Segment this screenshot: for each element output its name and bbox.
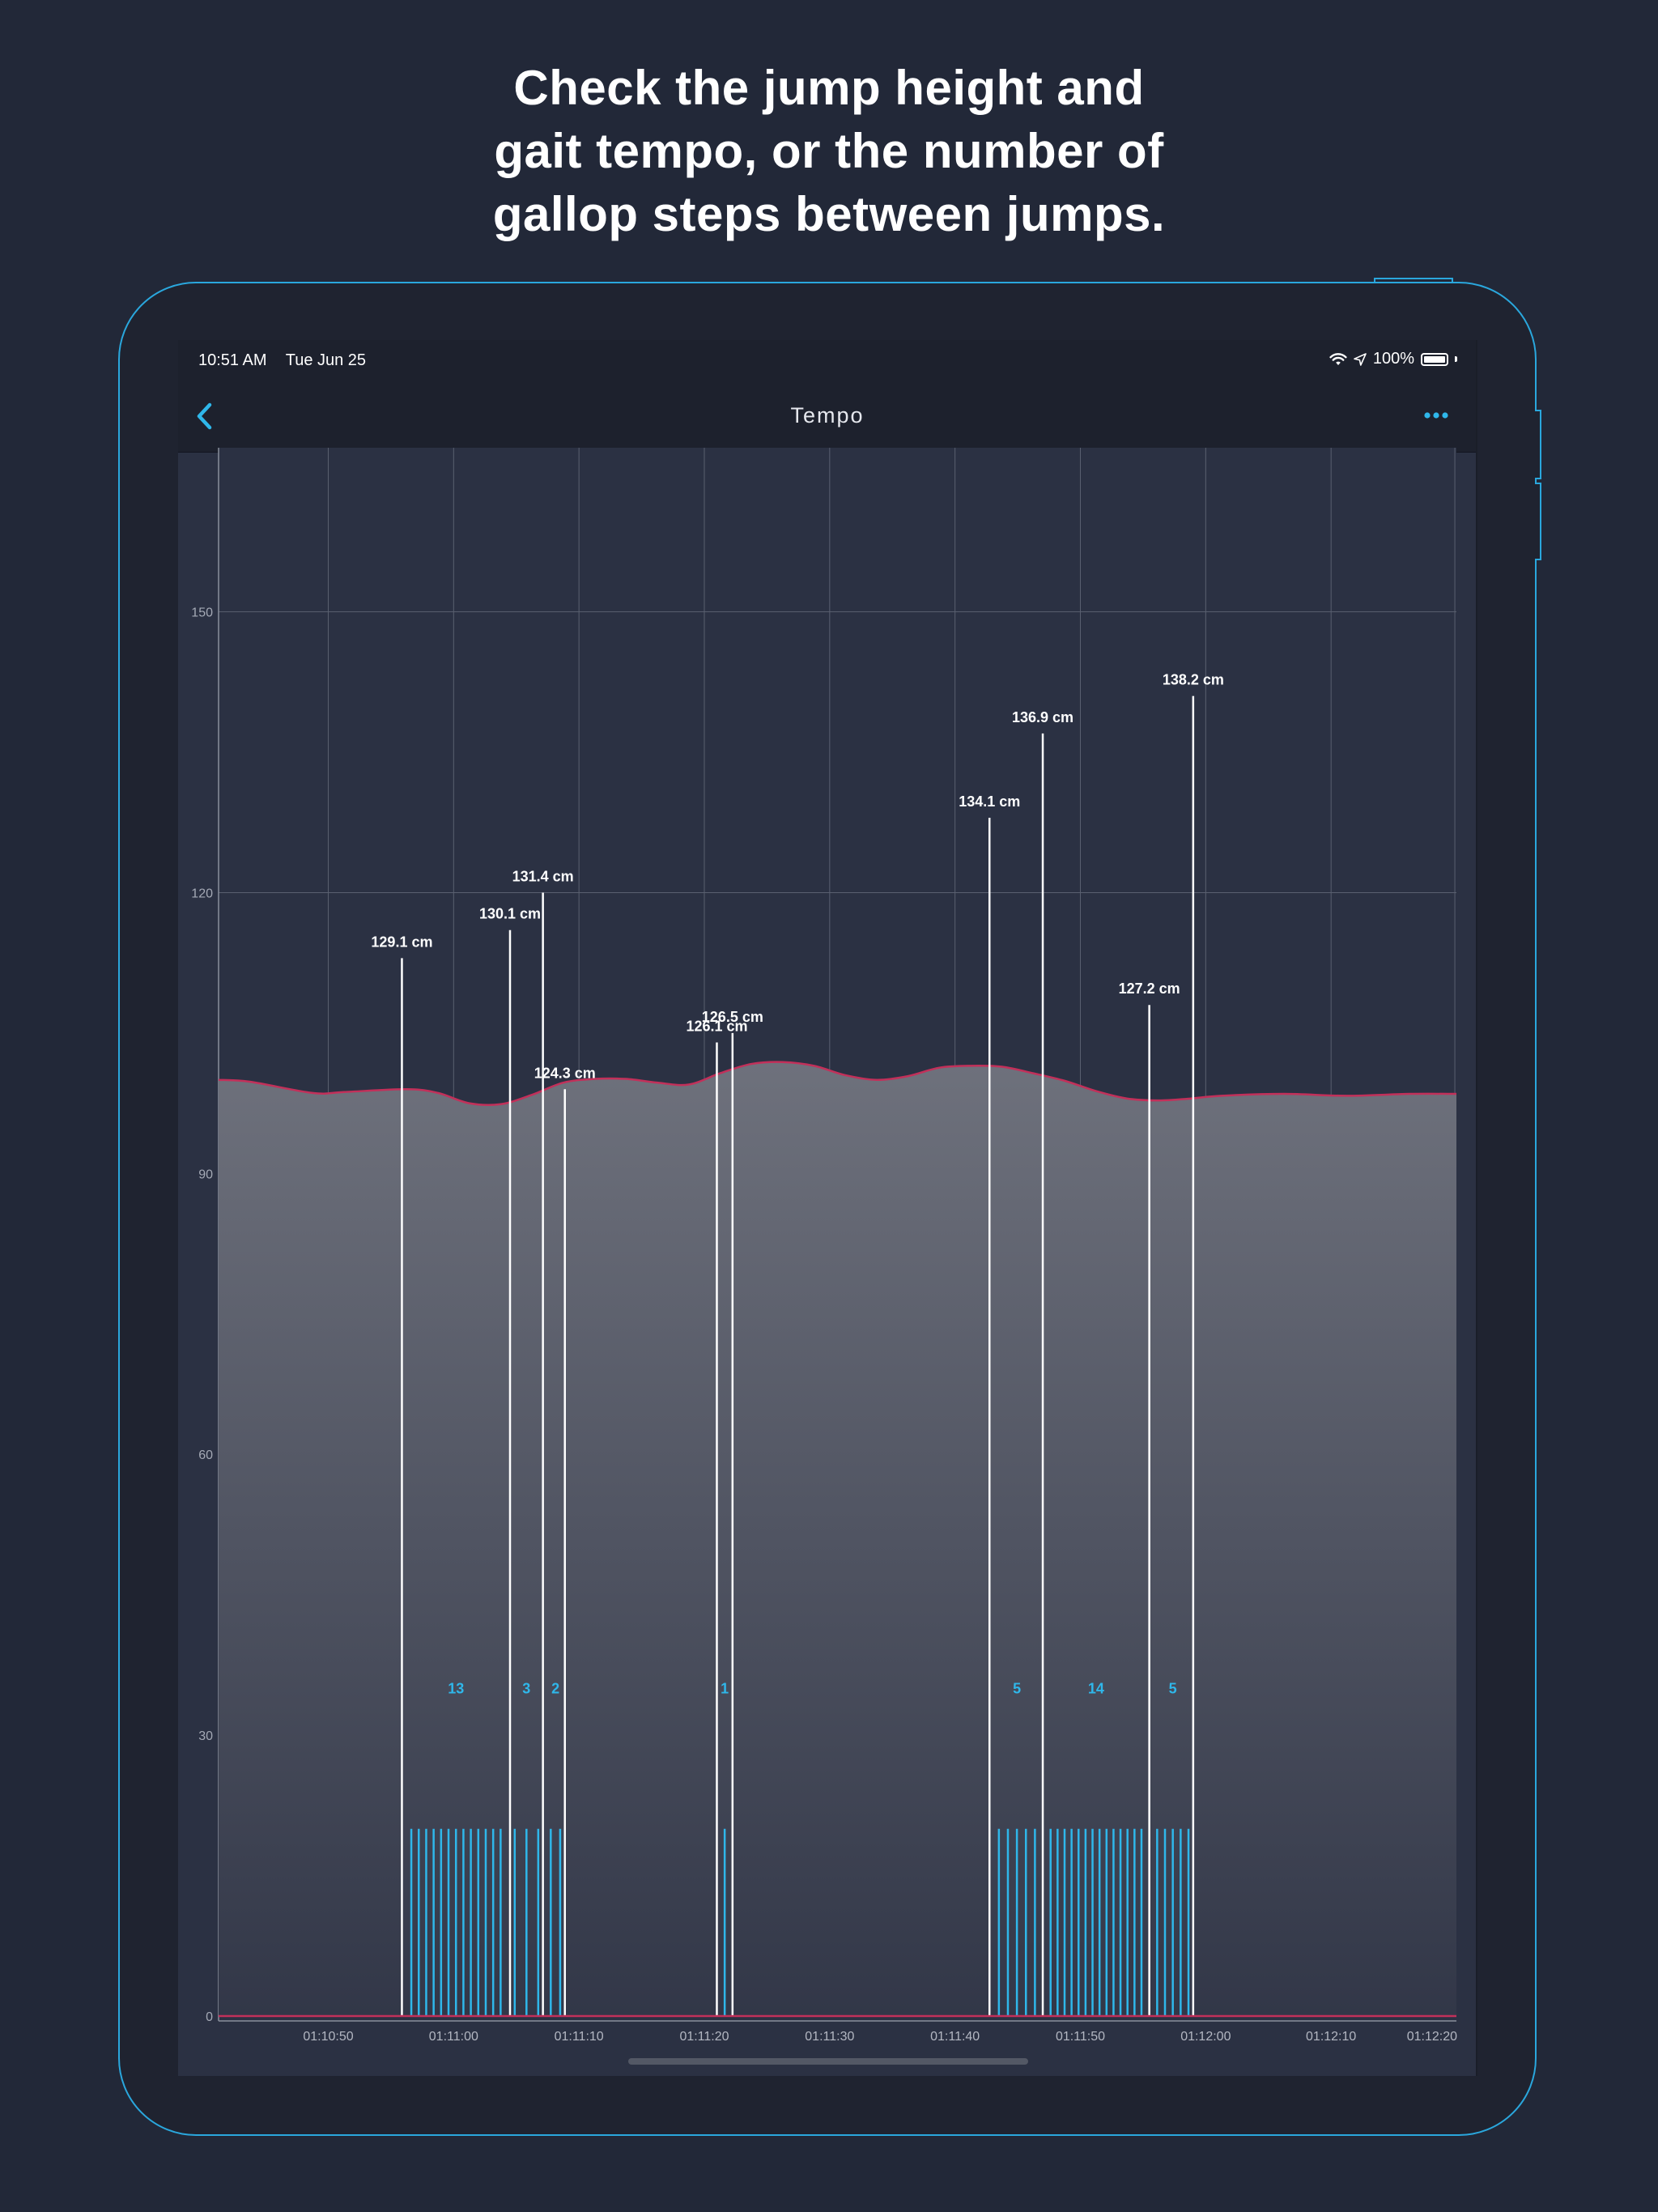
ellipsis-icon <box>1424 412 1448 419</box>
status-date: Tue Jun 25 <box>285 351 367 369</box>
jump-height-label: 136.9 cm <box>1012 709 1073 725</box>
step-count-label: 13 <box>448 1680 464 1696</box>
jump-height-label: 127.2 cm <box>1119 981 1180 997</box>
wifi-icon <box>1329 352 1347 365</box>
jump-height-label: 129.1 cm <box>371 934 432 950</box>
home-indicator <box>628 2058 1028 2065</box>
x-tick-label: 01:12:10 <box>1306 2030 1356 2044</box>
tempo-series-line <box>218 1061 1457 1107</box>
more-options-button[interactable] <box>1420 403 1452 428</box>
y-tick-label: 150 <box>191 606 213 620</box>
status-bar: 10:51 AM Tue Jun 25 100% <box>178 340 1477 381</box>
x-tick-label: 01:11:20 <box>679 2030 729 2044</box>
page-title: Tempo <box>790 403 865 428</box>
step-count-label: 2 <box>551 1680 559 1696</box>
y-tick-label: 120 <box>191 887 213 900</box>
step-count-label: 14 <box>1088 1680 1104 1696</box>
y-tick-label: 0 <box>206 2010 213 2024</box>
jump-height-label: 131.4 cm <box>512 868 574 884</box>
back-button[interactable] <box>188 398 223 434</box>
headline-line-1: Check the jump height and <box>513 61 1145 115</box>
tempo-area <box>219 1061 1456 2016</box>
y-tick-label: 60 <box>198 1448 213 1462</box>
jump-height-label: 126.1 cm <box>686 1018 747 1034</box>
device-side-button-1 <box>1535 410 1541 479</box>
x-tick-label: 01:11:30 <box>805 2030 854 2044</box>
chevron-left-icon <box>197 402 212 430</box>
y-tick-label: 90 <box>198 1168 213 1181</box>
x-tick-label: 01:11:40 <box>930 2030 980 2044</box>
jump-height-label: 124.3 cm <box>534 1065 596 1081</box>
device-top-edge <box>1374 278 1453 284</box>
tempo-chart[interactable]: 0 30 60 90 120 150 13 3 2 1 5 14 5 129.1 cm 130.1 cm 13… <box>178 340 1477 2076</box>
battery-icon <box>1421 352 1448 366</box>
step-count-label: 3 <box>522 1680 530 1696</box>
x-tick-label: 01:11:50 <box>1056 2030 1105 2044</box>
jump-height-label: 126.5 cm <box>702 1009 763 1025</box>
y-tick-label: 30 <box>198 1729 213 1743</box>
location-arrow-icon <box>1354 352 1367 366</box>
step-count-label: 5 <box>1013 1680 1021 1696</box>
headline: Check the jump height and gait tempo, or… <box>0 57 1658 246</box>
app-screen: 10:51 AM Tue Jun 25 100% Tempo <box>178 340 1477 2076</box>
battery-nub <box>1455 356 1457 362</box>
headline-line-3: gallop steps between jumps. <box>492 187 1166 241</box>
step-count-label: 5 <box>1169 1680 1177 1696</box>
screen-edge <box>1476 340 1477 2076</box>
jump-height-label: 130.1 cm <box>479 906 541 922</box>
status-time: 10:51 AM <box>198 351 267 369</box>
x-tick-label: 01:11:00 <box>429 2030 478 2044</box>
x-tick-label: 01:12:00 <box>1180 2030 1231 2044</box>
battery-percent: 100% <box>1372 350 1414 368</box>
headline-line-2: gait tempo, or the number of <box>494 124 1164 178</box>
jump-height-label: 134.1 cm <box>959 793 1020 810</box>
x-tick-label: 01:10:50 <box>303 2030 353 2044</box>
device-side-button-2 <box>1535 483 1541 560</box>
x-tick-label: 01:11:10 <box>555 2030 604 2044</box>
step-count-label: 1 <box>721 1680 729 1696</box>
x-tick-label: 01:12:20 <box>1407 2030 1457 2044</box>
jump-height-label: 138.2 cm <box>1163 672 1224 688</box>
